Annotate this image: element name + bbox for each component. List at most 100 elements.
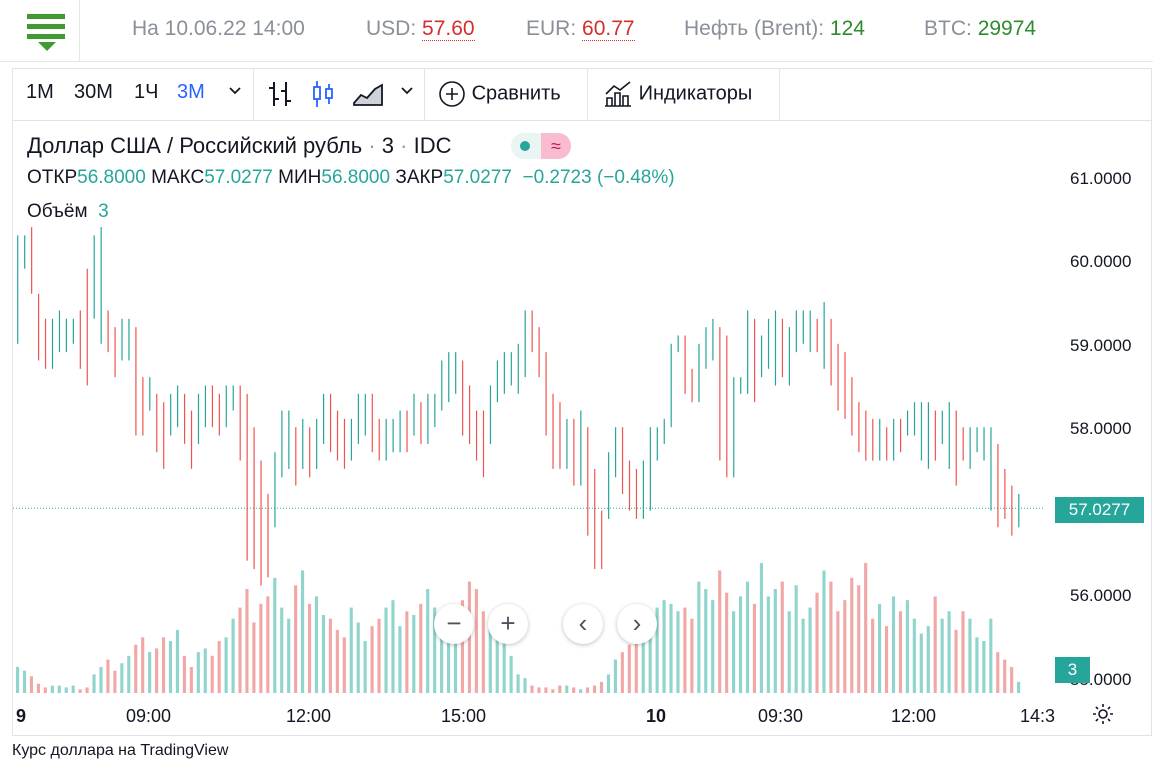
volume-bar	[127, 655, 131, 693]
price-chart[interactable]	[13, 200, 1043, 696]
volume-bar	[606, 674, 611, 693]
volume-bar	[579, 689, 583, 693]
volume-bar	[544, 687, 548, 693]
scroll-left-button[interactable]: ‹	[563, 604, 603, 644]
compare-button[interactable]: Сравнить	[438, 80, 561, 108]
volume-bar	[453, 633, 458, 693]
interval-30m[interactable]: 30M	[74, 81, 113, 103]
volume-bar	[141, 637, 145, 693]
volume-bar	[898, 611, 902, 693]
volume-bar	[697, 581, 701, 693]
attribution-caption[interactable]: Курс доллара на TradingView	[12, 742, 229, 759]
oil-quote[interactable]: Нефть (Brent): 124	[684, 17, 865, 41]
volume-bar	[808, 607, 812, 693]
volume-bar	[718, 570, 722, 693]
volume-bar	[481, 611, 485, 693]
indicators-label: Индикаторы	[638, 82, 753, 105]
volume-bar	[815, 592, 819, 693]
interval-1h[interactable]: 1Ч	[134, 81, 159, 103]
candle-style-icon[interactable]	[311, 79, 335, 115]
volume-bar	[273, 577, 277, 693]
y-tick-label: 61.0000	[1070, 169, 1132, 188]
chart-widget	[12, 68, 1152, 736]
volume-bar	[433, 607, 437, 693]
volume-bar	[620, 652, 624, 693]
volume-bar	[259, 603, 263, 693]
volume-bar	[238, 607, 242, 693]
market-status-badge[interactable]: ≈	[511, 133, 571, 159]
volume-bar	[391, 600, 395, 693]
volume-bar	[231, 618, 235, 693]
volume-bar	[301, 570, 305, 693]
zoom-out-button[interactable]: −	[434, 604, 474, 644]
eur-label: EUR:	[526, 17, 577, 40]
close-value: 57.0277	[443, 167, 512, 188]
volume-bar	[982, 641, 986, 693]
volume-bar	[627, 644, 631, 693]
volume-bar	[294, 585, 298, 693]
x-tick-label: 9	[16, 706, 27, 726]
settings-gear-icon[interactable]	[1092, 703, 1114, 725]
volume-bar	[752, 603, 757, 693]
volume-bar	[203, 648, 207, 693]
x-tick-label: 14:3	[1020, 706, 1056, 726]
plus-circle-icon	[439, 81, 465, 107]
volume-bar	[599, 681, 604, 693]
volume-bar	[426, 589, 430, 693]
low-value: 56.8000	[321, 167, 391, 188]
interval-1m[interactable]: 1M	[26, 81, 54, 103]
volume-bar	[822, 570, 826, 693]
x-tick-label: 10	[646, 706, 667, 726]
volume-bar	[954, 629, 958, 693]
area-style-icon[interactable]	[353, 81, 383, 113]
btc-value: 29974	[977, 17, 1037, 40]
volume-bar	[864, 563, 868, 693]
volume-bar	[36, 683, 40, 693]
volume-bar	[398, 626, 402, 693]
interval-dropdown-chevron-icon[interactable]	[227, 79, 243, 109]
volume-bar	[537, 687, 541, 693]
x-tick-label: 09:30	[758, 706, 804, 726]
volume-bar	[801, 618, 805, 693]
volume-bar	[829, 581, 833, 693]
y-tick-label: 58.0000	[1070, 419, 1132, 438]
volume-bar	[474, 589, 478, 693]
interval-3m[interactable]: 3М	[177, 81, 205, 103]
btc-label: BTC:	[924, 17, 972, 40]
volume-bar	[592, 685, 597, 693]
volume-legend[interactable]: Объём 3	[27, 201, 109, 223]
compare-label: Сравнить	[471, 82, 561, 105]
volume-bar	[565, 685, 569, 693]
symbol-legend[interactable]: Доллар США / Российский рубль · 3 · IDC	[27, 133, 452, 158]
eur-quote[interactable]: EUR: 60.77	[526, 17, 635, 41]
volume-bar	[405, 611, 409, 693]
market-open-dot-icon	[520, 141, 530, 151]
open-label: ОТКР	[27, 167, 78, 188]
y-tick-label: 56.0000	[1070, 586, 1132, 605]
change-value: −0.2723 (−0.48%)	[522, 167, 675, 188]
volume-bar	[530, 685, 534, 693]
indicators-button[interactable]: Индикаторы	[603, 80, 752, 108]
volume-bar	[377, 618, 381, 693]
oil-label: Нефть (Brent):	[684, 17, 825, 40]
volume-bar	[342, 637, 346, 693]
chart-style-chevron-icon[interactable]	[399, 79, 415, 109]
volume-bar	[252, 622, 256, 693]
bar-style-icon[interactable]	[267, 79, 293, 115]
x-tick-label: 15:00	[441, 706, 487, 726]
volume-bar	[57, 685, 61, 693]
volume-bar	[878, 603, 882, 693]
volume-bar	[558, 685, 562, 693]
low-label: МИН	[278, 167, 322, 188]
volume-bar	[85, 687, 89, 693]
volume-bar	[704, 589, 708, 693]
zoom-in-button[interactable]: +	[488, 604, 528, 644]
volume-bar	[843, 600, 847, 693]
menu-logo-icon[interactable]	[14, 0, 80, 62]
last-volume-tag: 3	[1055, 657, 1090, 683]
volume-bar	[419, 603, 423, 693]
scroll-right-button[interactable]: ›	[617, 604, 657, 644]
volume-bar	[245, 589, 249, 693]
btc-quote[interactable]: BTC: 29974	[924, 17, 1036, 41]
usd-quote[interactable]: USD: 57.60	[366, 17, 475, 41]
